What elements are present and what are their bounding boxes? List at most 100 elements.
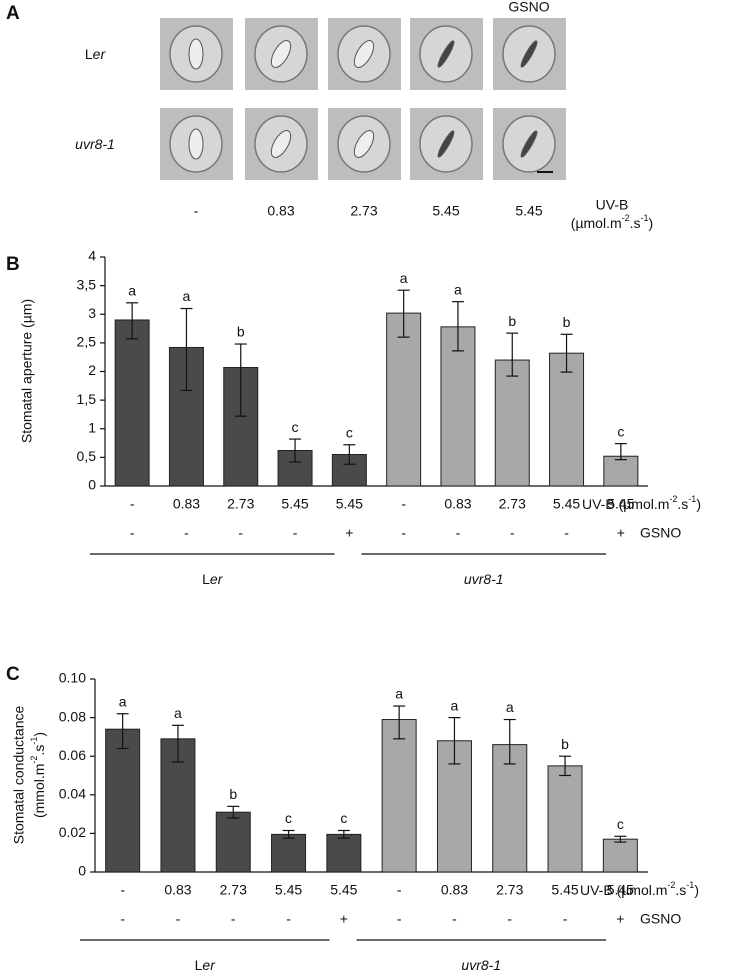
dose-label: 2.73: [350, 203, 377, 219]
row-label: uvr8-1: [75, 136, 115, 152]
x-tick-label: -: [397, 882, 402, 898]
significance-letter: a: [454, 281, 462, 297]
panel-label: C: [6, 664, 20, 685]
significance-letter: a: [128, 283, 136, 299]
gsno-label: -: [184, 525, 189, 541]
significance-letter: a: [400, 270, 408, 286]
text-part: .s: [31, 745, 47, 756]
text-part: .s: [677, 496, 688, 512]
group-label: uvr8-1: [461, 957, 501, 973]
significance-letter: c: [346, 424, 353, 440]
text-part: -2: [29, 756, 39, 764]
gsno-label: -: [176, 911, 181, 927]
x-tick-label: 5.45: [330, 882, 357, 898]
bar: [602, 838, 638, 873]
bar: [603, 455, 639, 487]
gsno-label: -: [293, 525, 298, 541]
x-tick-label: 5.45: [607, 496, 634, 512]
text-part: UV-B (µmol.m: [580, 882, 667, 898]
gsno-label: -: [510, 525, 515, 541]
y-tick-label: 3: [88, 305, 96, 321]
gsno-label: -: [231, 911, 236, 927]
dose-label: 0.83: [267, 203, 294, 219]
x-axis-title: UV-B (µmol.m-2.s-1): [580, 880, 699, 897]
significance-letter: b: [237, 324, 245, 340]
y-axis-title: Stomatal conductance: [11, 706, 27, 845]
text-part: -2: [622, 213, 630, 223]
text-part: -1: [641, 213, 649, 223]
group-label: uvr8-1: [464, 571, 504, 587]
text-part: ): [694, 882, 699, 898]
text-part: UV-B (µmol.m: [582, 496, 669, 512]
pore: [270, 40, 292, 68]
dose-label: 5.45: [515, 203, 542, 219]
text-part: uvr8-1: [464, 571, 504, 587]
text-part: uvr8-1: [461, 957, 501, 973]
text-part: (mmol.m: [31, 764, 47, 818]
significance-letter: b: [561, 736, 569, 752]
x-tick-label: 2.73: [496, 882, 523, 898]
gsno-label: -: [456, 525, 461, 541]
pore: [188, 128, 204, 160]
bar: [547, 765, 583, 873]
gsno-label: -: [507, 911, 512, 927]
x-tick-label: 2.73: [220, 882, 247, 898]
bar: [105, 728, 141, 873]
x-tick-label: 5.45: [551, 882, 578, 898]
y-tick-label: 2,5: [77, 334, 97, 350]
y-tick-label: 1: [88, 419, 96, 435]
bar: [494, 359, 530, 487]
pore: [353, 40, 375, 68]
bar: [271, 833, 307, 873]
y-tick-label: 1,5: [77, 391, 97, 407]
y-tick-label: 0.10: [59, 670, 86, 686]
text-part: uvr8-1: [75, 136, 115, 152]
unit-label: UV-B: [596, 197, 629, 213]
group-label: Ler: [202, 571, 224, 587]
dose-label: -: [194, 203, 199, 219]
text-part: -1: [686, 880, 694, 890]
text-part: -1: [688, 494, 696, 504]
gsno-label: -: [120, 911, 125, 927]
significance-letter: b: [508, 313, 516, 329]
bar: [440, 326, 476, 487]
significance-letter: a: [174, 705, 182, 721]
gsno-title: GSNO: [640, 525, 681, 541]
pore: [270, 130, 292, 158]
significance-letter: a: [506, 699, 514, 715]
pore: [520, 130, 538, 158]
gsno-label: -: [564, 525, 569, 541]
text-part: L: [85, 46, 93, 62]
text-part: .s: [630, 215, 641, 231]
significance-letter: b: [563, 314, 571, 330]
y-tick-label: 0.02: [59, 824, 86, 840]
y-tick-label: 2: [88, 362, 96, 378]
bar: [386, 312, 422, 487]
text-part: -2: [667, 880, 675, 890]
gsno-label: +: [340, 911, 348, 927]
bar: [549, 352, 585, 487]
x-tick-label: 5.45: [607, 882, 634, 898]
x-tick-label: 5.45: [553, 496, 580, 512]
bar: [215, 811, 251, 873]
y-axis-title: (mmol.m-2.s-1): [29, 732, 46, 818]
x-tick-label: 0.83: [444, 496, 471, 512]
y-tick-label: 0: [78, 863, 86, 879]
gsno-label: -: [452, 911, 457, 927]
dose-label: 5.45: [432, 203, 459, 219]
pore: [437, 130, 455, 158]
y-tick-label: 4: [88, 248, 96, 264]
x-tick-label: -: [130, 496, 135, 512]
x-tick-label: 0.83: [441, 882, 468, 898]
text-part: ): [31, 732, 47, 737]
y-tick-label: 0.06: [59, 747, 86, 763]
significance-letter: a: [395, 686, 403, 702]
panel-label: A: [6, 3, 20, 24]
x-tick-label: 2.73: [227, 496, 254, 512]
gsno-label: -: [238, 525, 243, 541]
gsno-label: -: [397, 911, 402, 927]
x-tick-label: 5.45: [281, 496, 308, 512]
bar: [381, 719, 417, 873]
x-tick-label: 2.73: [499, 496, 526, 512]
